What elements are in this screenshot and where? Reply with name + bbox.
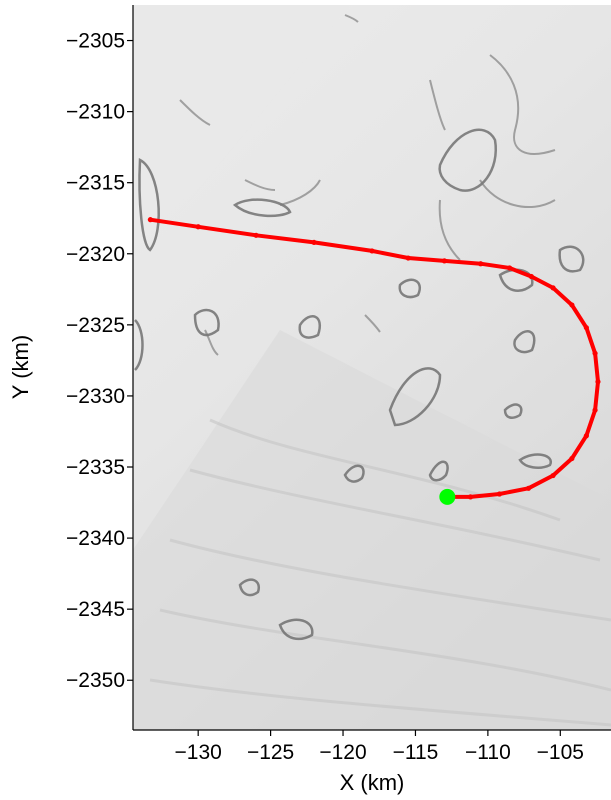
x-tick-label: −115 xyxy=(393,741,439,764)
track-point xyxy=(592,407,598,413)
x-axis-label: X (km) xyxy=(340,770,405,795)
track-point xyxy=(507,265,513,271)
y-tick-label: −2315 xyxy=(66,172,125,195)
track-point xyxy=(592,350,598,356)
end-marker xyxy=(439,488,456,505)
track-point xyxy=(550,285,556,291)
y-tick-label: −2325 xyxy=(66,314,125,337)
x-axis-ticks: −130 −125 −120 −115 −110 −105 xyxy=(175,730,584,764)
y-tick-label: −2345 xyxy=(66,598,125,621)
y-tick-label: −2310 xyxy=(66,101,125,124)
x-tick-label: −105 xyxy=(537,741,584,764)
track-point xyxy=(369,248,375,254)
track-points xyxy=(147,217,601,500)
track-point xyxy=(569,302,575,308)
y-tick-label: −2330 xyxy=(66,385,125,408)
satellite-image xyxy=(133,5,611,730)
track-point xyxy=(253,232,259,238)
track-point xyxy=(550,472,556,479)
track-point xyxy=(195,224,201,230)
track-point xyxy=(583,433,589,439)
track-point xyxy=(441,258,448,264)
x-tick-label: −125 xyxy=(247,741,294,764)
x-tick-label: −110 xyxy=(465,741,511,764)
y-axis-label: Y (km) xyxy=(8,335,33,399)
track-point xyxy=(595,379,601,385)
track-point xyxy=(525,485,532,491)
track-point xyxy=(467,494,474,500)
track-point xyxy=(405,255,411,261)
track-point xyxy=(478,261,484,267)
y-tick-label: −2350 xyxy=(66,669,125,692)
track-point xyxy=(311,239,317,246)
x-tick-label: −120 xyxy=(319,741,366,764)
y-tick-label: −2335 xyxy=(66,456,125,479)
x-tick-label: −130 xyxy=(175,741,222,764)
track-point xyxy=(569,455,575,462)
y-tick-label: −2340 xyxy=(66,527,125,550)
track-point xyxy=(583,325,589,331)
y-axis-ticks: −2305 −2310 −2315 −2320 −2325 −2330 −2335 −2340… xyxy=(66,30,133,692)
track-point xyxy=(147,217,153,223)
track-point xyxy=(496,491,503,497)
y-tick-label: −2320 xyxy=(66,243,125,266)
y-tick-label: −2305 xyxy=(66,30,125,53)
track-point xyxy=(528,273,534,280)
